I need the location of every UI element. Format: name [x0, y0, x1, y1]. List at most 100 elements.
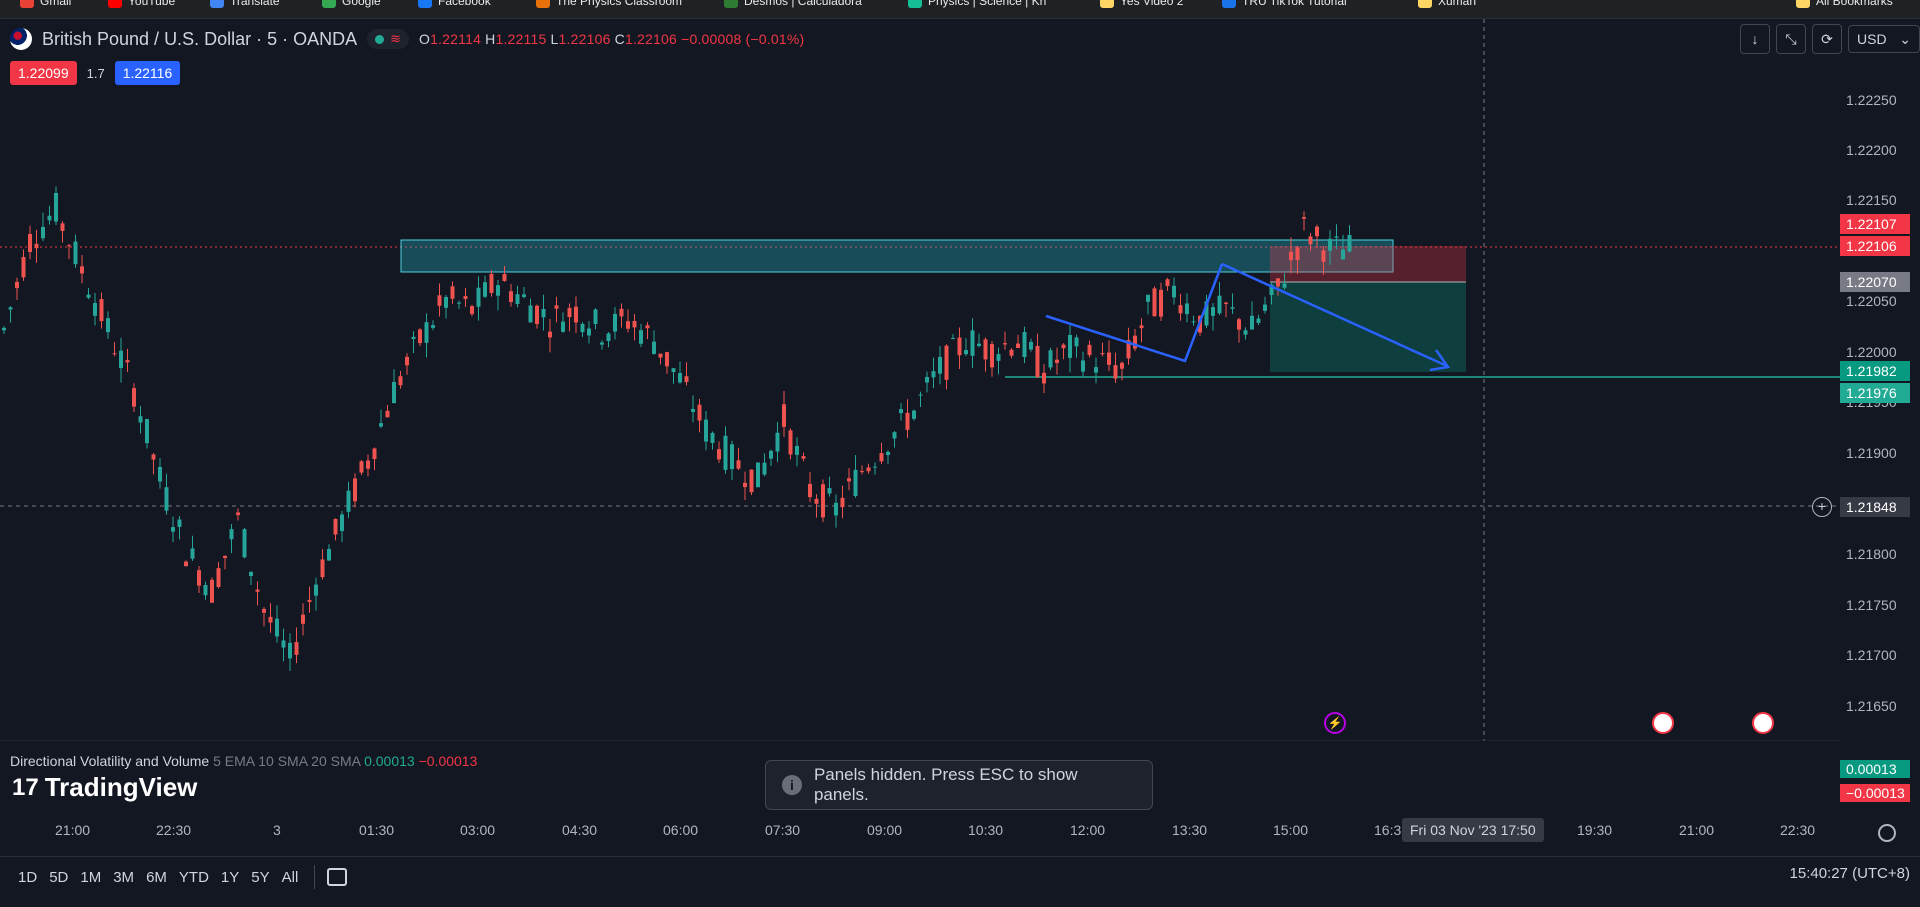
candle-body [561, 321, 565, 332]
bookmark-item[interactable]: Translate [210, 0, 280, 8]
sell-button[interactable]: 1.22099 [10, 61, 77, 85]
price-tick-label: 1.22200 [1846, 142, 1897, 158]
bookmark-item[interactable]: Desmos | Calculadora [724, 0, 862, 8]
candle-body [151, 454, 156, 460]
us-event-icon-1[interactable] [1652, 712, 1674, 734]
candle-body [1061, 344, 1066, 349]
bookmark-item[interactable]: TRU TikTok Tutorial [1222, 0, 1347, 8]
candle-body [1126, 340, 1131, 359]
collapse-icon[interactable]: ⤡ [1776, 24, 1806, 54]
add-alert-icon[interactable]: + [1812, 497, 1832, 517]
last-price-label-1: 1.22107 [1840, 214, 1910, 234]
candle-body [99, 299, 104, 322]
candle-body [164, 487, 169, 511]
bookmark-item[interactable]: Physics | Science | Kh [908, 0, 1046, 8]
event-flash-icon[interactable]: ⚡ [1324, 712, 1346, 734]
candle-body [671, 368, 676, 372]
range-selector: 1D 5D 1M 3M 6M YTD 1Y 5Y All [18, 869, 298, 886]
range-button[interactable]: 1Y [220, 868, 240, 886]
symbol-title[interactable]: British Pound / U.S. Dollar · 5 · OANDA [42, 28, 358, 49]
candle-body [840, 497, 845, 508]
candle-body [535, 305, 539, 325]
bid-ask-panel: 1.22099 1.7 1.22116 [10, 61, 181, 85]
indicator-value-positive: 0.00013 [1840, 760, 1910, 778]
candle-body [359, 461, 364, 473]
bookmark-label: The Physics Classroom [556, 0, 683, 8]
candle-body [275, 618, 279, 637]
bookmark-item[interactable]: YouTube [108, 0, 175, 8]
candle-body [223, 555, 227, 558]
bookmark-icon [536, 0, 550, 8]
candle-body [1341, 249, 1345, 260]
tradingview-logo: 17 TradingView [12, 772, 198, 802]
candle-body [1165, 279, 1170, 287]
range-button[interactable]: All [281, 868, 299, 886]
range-button[interactable]: 1M [80, 868, 102, 886]
candle-body [437, 295, 442, 306]
clock[interactable]: 15:40:27 (UTC+8) [1789, 865, 1910, 882]
candle-body [340, 514, 344, 532]
settings-icon[interactable] [1878, 824, 1896, 842]
bookmark-item[interactable]: Yes Video 2 [1100, 0, 1183, 8]
top-right-toolbar: ↓ ⤡ ⟳ USD ⌄ [1740, 24, 1920, 54]
candle-body [1315, 226, 1319, 237]
candle-body [372, 448, 377, 460]
candle-body [600, 342, 604, 345]
time-tick-label: 15:00 [1273, 822, 1309, 838]
price-tick-label: 1.22250 [1846, 92, 1897, 108]
drawn-arrow-head [1429, 349, 1451, 372]
us-event-icon-2[interactable] [1752, 712, 1774, 734]
bookmark-item[interactable]: Google [322, 0, 381, 8]
candle-body [749, 469, 754, 493]
time-tick-label: 06:00 [663, 822, 699, 838]
wave-icon: ≋ [390, 31, 402, 46]
candle-body [587, 328, 591, 336]
download-icon[interactable]: ↓ [1740, 24, 1770, 54]
candle-body [119, 350, 123, 369]
candle-body [996, 354, 1001, 361]
candle-body [515, 294, 520, 305]
bookmark-icon [210, 0, 224, 8]
price-tick-label: 1.22150 [1846, 192, 1897, 208]
candle-body [125, 360, 130, 363]
market-status-pill[interactable]: ≋ [367, 29, 410, 49]
currency-select[interactable]: USD ⌄ [1848, 25, 1920, 53]
candle-body [314, 584, 318, 596]
candle-body [853, 469, 858, 496]
buy-button[interactable]: 1.22116 [114, 61, 181, 85]
candle-body [502, 273, 507, 282]
candle-body [1256, 318, 1261, 323]
indicator-legend[interactable]: Directional Volatility and Volume 5 EMA … [10, 753, 478, 769]
bookmark-item[interactable]: The Physics Classroom [536, 0, 682, 8]
bookmark-item[interactable]: Gmail [20, 0, 71, 8]
range-button[interactable]: YTD [178, 868, 209, 886]
candle-body [1282, 283, 1287, 288]
candle-body [1295, 247, 1300, 261]
bookmark-item[interactable]: All Bookmarks [1796, 0, 1893, 8]
bookmark-item[interactable]: Facebook [418, 0, 491, 8]
candle-body [1081, 360, 1085, 372]
fullscreen-icon[interactable]: ⟳ [1812, 24, 1842, 54]
bookmark-item[interactable]: Xuman [1418, 0, 1476, 8]
candle-body [957, 337, 962, 356]
candle-body [918, 394, 923, 396]
time-axis[interactable]: 21:00 22:30 3 01:30 03:00 04:30 06:00 07:30 09:0… [0, 820, 1920, 844]
range-button[interactable]: 1D [18, 868, 38, 886]
time-tick-label: 07:30 [765, 822, 801, 838]
candle-body [710, 432, 715, 443]
candle-body [1003, 343, 1007, 345]
price-chart[interactable] [0, 19, 1840, 741]
candle-body [645, 325, 650, 329]
range-button[interactable]: 6M [146, 868, 167, 886]
candle-body [730, 444, 734, 470]
candle-body [249, 571, 253, 576]
candle-body [145, 419, 149, 444]
candle-body [626, 321, 630, 329]
candle-body [964, 350, 968, 355]
range-button[interactable]: 5D [49, 868, 69, 886]
range-button[interactable]: 3M [113, 868, 135, 886]
calendar-icon[interactable] [327, 868, 348, 886]
range-button[interactable]: 5Y [251, 868, 270, 886]
candle-body [977, 343, 981, 347]
time-tick-label: 22:30 [1780, 822, 1816, 838]
